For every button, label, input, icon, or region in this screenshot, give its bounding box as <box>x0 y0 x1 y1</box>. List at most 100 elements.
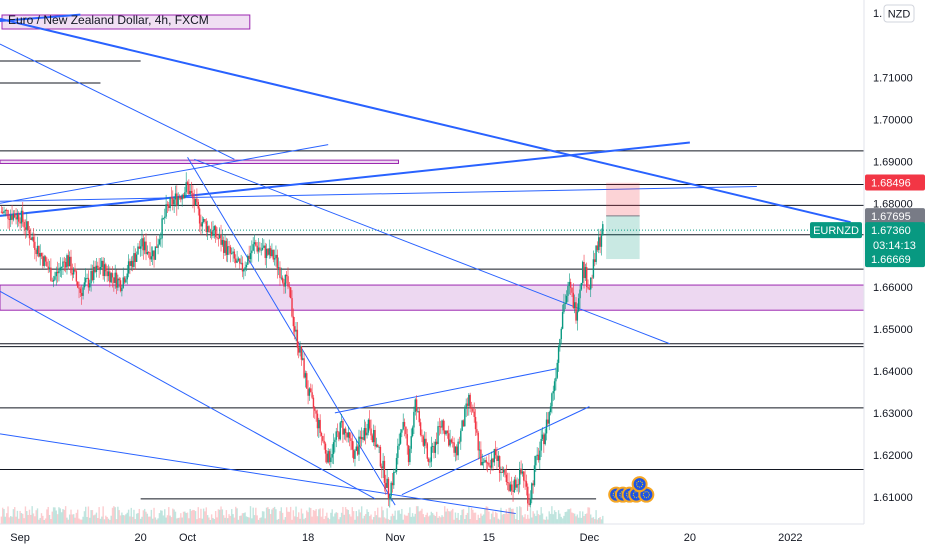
candle <box>268 239 270 259</box>
candle <box>4 209 7 217</box>
candle-body <box>66 255 68 268</box>
candle <box>378 445 380 453</box>
candle <box>394 468 396 473</box>
candle <box>261 238 264 251</box>
candle <box>561 304 564 330</box>
events-layer[interactable] <box>608 476 655 503</box>
candle-body <box>289 287 292 299</box>
candle-body <box>557 346 560 363</box>
volume-bar <box>355 511 358 524</box>
candle <box>177 192 179 210</box>
candle-body <box>223 240 225 253</box>
candle <box>417 407 419 413</box>
candle-body <box>198 208 201 224</box>
candle <box>145 233 147 261</box>
candle-body <box>310 388 312 393</box>
volume-bar <box>189 508 191 524</box>
volume-bar <box>572 513 575 524</box>
candle <box>126 264 128 285</box>
candle-body <box>97 265 99 268</box>
volume-bar <box>279 511 281 524</box>
candle <box>36 236 39 257</box>
candle-body <box>253 242 256 245</box>
volume-bar <box>5 513 8 524</box>
candle-body <box>369 419 371 429</box>
candle-body <box>181 194 183 200</box>
candle <box>438 417 441 436</box>
trend-line <box>0 13 81 22</box>
candle <box>347 425 349 443</box>
candle-body <box>94 266 96 272</box>
currency-badge[interactable]: NZD <box>883 4 915 23</box>
candle <box>362 430 364 443</box>
candle <box>344 426 347 441</box>
candle <box>259 241 261 253</box>
candle <box>239 258 241 269</box>
candle <box>196 188 198 205</box>
volume-bar <box>123 515 126 524</box>
candle <box>233 248 236 264</box>
price-axis[interactable]: 1.710001.700001.690001.680001.670001.660… <box>873 8 913 504</box>
volume-bar <box>18 518 20 524</box>
candle <box>442 418 445 434</box>
candle-body <box>316 413 319 429</box>
volume-bar <box>569 508 572 524</box>
candle-body <box>485 460 487 463</box>
candle-body <box>245 264 248 268</box>
candle-body <box>576 311 579 321</box>
time-axis[interactable]: Sep 20 Oct 18 Nov 15 Dec 20 2022 <box>10 532 802 544</box>
volume-bar <box>596 519 599 524</box>
volume-bar <box>122 515 124 524</box>
stop-loss-zone[interactable] <box>606 182 640 216</box>
volume-bar <box>423 517 426 524</box>
volume-bar <box>442 516 445 524</box>
candle <box>5 208 8 217</box>
trend-line <box>194 158 670 345</box>
x-tick-label: 2022 <box>778 532 802 544</box>
volume-bar <box>486 506 489 524</box>
candle <box>51 277 53 282</box>
candle-body <box>402 421 404 430</box>
candle <box>407 444 410 467</box>
trend-line <box>0 141 690 217</box>
volume-bar <box>377 507 379 524</box>
volume-bar <box>401 508 403 524</box>
volume-bar <box>513 514 516 524</box>
candle <box>572 283 575 309</box>
volume-bar <box>221 509 224 524</box>
candle-body <box>87 277 90 288</box>
candle-body <box>414 399 416 412</box>
candle-body <box>340 420 343 423</box>
volume-bar <box>164 509 166 524</box>
candle <box>490 451 493 471</box>
candle <box>190 181 193 197</box>
candle-body <box>76 281 79 288</box>
candle <box>454 446 457 462</box>
candle <box>280 267 283 281</box>
volume-bar <box>206 515 209 524</box>
candle-body <box>553 381 556 392</box>
economic-event-icon[interactable] <box>631 476 648 493</box>
candle <box>334 437 336 453</box>
candle-body <box>493 449 495 463</box>
candle-body <box>531 483 533 499</box>
candle-body <box>147 252 150 253</box>
candle-body <box>273 258 276 260</box>
volume-bar <box>437 517 439 524</box>
price-countdown: 03:14:13 <box>873 240 916 252</box>
candle-body <box>180 197 182 200</box>
volume-bar <box>293 516 296 524</box>
candle <box>573 294 576 314</box>
candle <box>553 378 556 400</box>
volume-bar <box>217 509 220 524</box>
volume-bar <box>477 514 479 524</box>
volume-bar <box>411 513 414 524</box>
candle-body <box>375 444 378 447</box>
candle <box>543 432 545 453</box>
candle <box>231 247 233 255</box>
volume-bar <box>180 513 182 524</box>
candle-body <box>118 278 120 281</box>
position-tool[interactable] <box>606 182 640 260</box>
take-profit-zone[interactable] <box>606 215 640 260</box>
